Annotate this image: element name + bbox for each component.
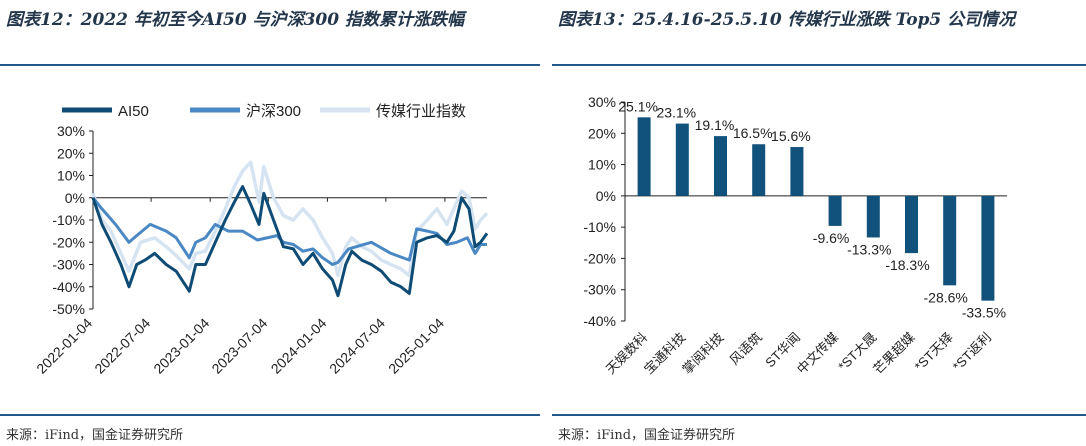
bar-4 bbox=[752, 144, 766, 196]
y-tick-label: 10% bbox=[588, 157, 616, 173]
left-source-note: 来源：iFind，国金证券研究所 bbox=[6, 428, 184, 443]
y-tick-label: 30% bbox=[57, 123, 85, 139]
category-label: 中文传媒 bbox=[794, 330, 841, 377]
series-line-ai50 bbox=[91, 185, 489, 298]
category-label: 风语筑 bbox=[727, 330, 765, 368]
series-line-media-index bbox=[91, 160, 489, 278]
data-label: 19.1% bbox=[695, 117, 735, 133]
y-tick-label: 20% bbox=[588, 125, 616, 141]
right-bar-chart: 30% 20% 10% 0% -10% -20% -30% -40% 25.1% 天娱数科 23.1… bbox=[583, 94, 1007, 377]
x-tick-label: 2023-01-04 bbox=[150, 315, 212, 377]
right-footer-rule bbox=[552, 414, 1086, 416]
y-tick-label: -30% bbox=[52, 257, 85, 273]
y-tick-label: -20% bbox=[52, 234, 85, 250]
y-tick-label: -40% bbox=[52, 279, 85, 295]
category-label: *ST天择 bbox=[912, 330, 956, 374]
category-label: 宝通科技 bbox=[641, 330, 688, 377]
right-title-rule bbox=[552, 64, 1086, 66]
legend-label: AI50 bbox=[118, 103, 149, 120]
data-label: 16.5% bbox=[733, 125, 773, 141]
left-panel: 图表12：2022 年初至今AI50 与沪深300 指数累计涨跌幅 30% 20%… bbox=[0, 0, 540, 446]
bar-10 bbox=[981, 195, 995, 301]
x-tick-label: 2024-07-04 bbox=[326, 315, 388, 377]
y-tick-label: 30% bbox=[588, 94, 616, 110]
legend-label: 沪深300 bbox=[246, 103, 301, 120]
data-label: -18.3% bbox=[885, 257, 929, 273]
data-label: 15.6% bbox=[771, 128, 811, 144]
x-tick-label: 2024-01-04 bbox=[268, 315, 330, 377]
x-tick-label: 2025-01-04 bbox=[385, 315, 447, 377]
bar-9 bbox=[943, 195, 957, 286]
y-tick-label: 0% bbox=[596, 188, 616, 204]
x-tick-label: 2023-07-04 bbox=[208, 315, 270, 377]
legend-label: 传媒行业指数 bbox=[376, 103, 466, 120]
y-tick-label: -20% bbox=[583, 250, 616, 266]
category-label: 芒果超媒 bbox=[870, 330, 917, 377]
data-label: 25.1% bbox=[618, 98, 658, 114]
data-label: -33.5% bbox=[962, 305, 1006, 321]
bar-6 bbox=[828, 195, 842, 226]
y-tick-label: -40% bbox=[583, 313, 616, 329]
left-title-rule bbox=[0, 64, 540, 66]
y-tick-label: -50% bbox=[52, 301, 85, 317]
right-chart-title: 图表13：25.4.16-25.5.10 传媒行业涨跌 Top5 公司情况 bbox=[558, 10, 1016, 30]
bar-5 bbox=[790, 147, 804, 196]
right-panel: 图表13：25.4.16-25.5.10 传媒行业涨跌 Top5 公司情况 30… bbox=[552, 0, 1086, 446]
left-line-chart: 30% 20% 10% 0% -10% -20% -30% -40% -50%2022-01-0… bbox=[33, 103, 489, 377]
left-chart-title: 图表12：2022 年初至今AI50 与沪深300 指数累计涨跌幅 bbox=[6, 10, 465, 30]
bar-1 bbox=[637, 117, 651, 196]
bar-8 bbox=[905, 195, 918, 254]
x-tick-label: 2022-01-04 bbox=[33, 315, 95, 377]
data-label: -28.6% bbox=[924, 289, 968, 305]
y-tick-label: 0% bbox=[65, 190, 85, 206]
left-footer-rule bbox=[0, 414, 540, 416]
bar-7 bbox=[866, 195, 880, 238]
y-tick-label: 10% bbox=[57, 168, 85, 184]
y-tick-label: -30% bbox=[583, 282, 616, 298]
right-source-note: 来源：iFind，国金证券研究所 bbox=[558, 428, 736, 443]
bar-3 bbox=[714, 136, 727, 196]
data-label: -13.3% bbox=[847, 241, 891, 257]
data-label: 23.1% bbox=[656, 105, 696, 121]
data-label: -9.6% bbox=[813, 230, 850, 246]
y-tick-label: -10% bbox=[583, 219, 616, 235]
category-label: 天娱数科 bbox=[603, 330, 650, 377]
y-tick-label: 20% bbox=[57, 145, 85, 161]
y-tick-label: -10% bbox=[52, 212, 85, 228]
category-label: *ST返利 bbox=[950, 330, 994, 374]
x-tick-label: 2022-07-04 bbox=[91, 315, 153, 377]
bar-2 bbox=[675, 123, 689, 196]
category-label: 掌阅科技 bbox=[679, 330, 726, 377]
